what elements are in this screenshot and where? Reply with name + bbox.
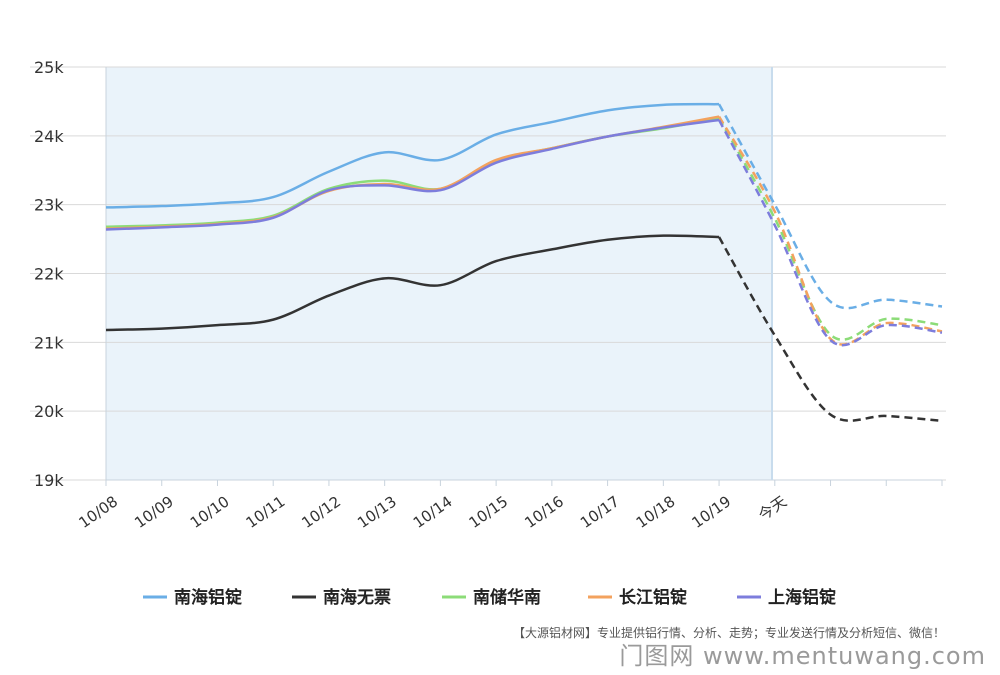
legend-item[interactable]: 长江铝锭 [588,587,687,608]
series-lines [105,102,943,423]
y-tick-label: 25k [34,58,64,77]
y-axis-tick-labels: 19k 20k 21k 22k 23k 24k 25k [34,58,64,490]
series-line-forecast [717,119,943,347]
x-tick-label: 10/19 [689,492,735,532]
legend-item[interactable]: 南海无票 [292,587,391,608]
legend-item[interactable]: 上海铝锭 [737,587,836,608]
series-line-forecast [717,103,943,310]
x-tick-label: 10/10 [187,492,233,532]
legend[interactable]: 南海铝锭 南海无票 南储华南 长江铝锭 上海铝锭 [143,587,836,608]
legend-item[interactable]: 南海铝锭 [143,587,242,608]
x-tick-label: 10/11 [243,492,289,532]
x-tick-label: 10/13 [354,492,400,532]
x-tick-label: 10/12 [298,492,344,532]
x-tick-label: 10/14 [410,492,456,532]
y-tick-label: 19k [34,471,64,490]
x-tick-label: 10/17 [577,492,623,532]
axes [105,67,943,486]
y-tick-label: 22k [34,265,64,284]
site-watermark: 门图网 www.mentuwang.com [619,642,986,670]
footnote: 【大源铝材网】专业提供铝行情、分析、走势；专业发送行情及分析短信、微信！ [512,626,945,640]
x-tick-label: 今天 [755,492,790,524]
x-tick-label: 10/18 [633,492,679,532]
legend-label: 南海铝锭 [174,587,242,608]
x-tick-label: 10/16 [521,492,567,532]
legend-label: 南储华南 [473,587,541,608]
legend-label: 长江铝锭 [619,587,687,608]
series-line-forecast [717,117,943,341]
x-tick-label: 10/08 [75,492,121,532]
y-tick-label: 23k [34,196,64,215]
x-axis-tick-labels: 10/08 10/09 10/10 10/11 10/12 10/13 10/14 10/15… [75,492,790,532]
y-tick-label: 20k [34,402,64,421]
x-tick-label: 10/09 [131,492,177,532]
y-tick-label: 21k [34,333,64,352]
y-tick-label: 24k [34,127,64,146]
legend-label: 上海铝锭 [768,587,836,608]
series-line-forecast [717,236,943,423]
legend-item[interactable]: 南储华南 [442,587,541,608]
series-line-forecast [717,115,943,346]
x-tick-label: 10/15 [466,492,512,532]
legend-label: 南海无票 [323,587,391,608]
series-line-actual [105,102,720,209]
series-line-actual [105,234,720,332]
series-line-actual [105,118,720,231]
